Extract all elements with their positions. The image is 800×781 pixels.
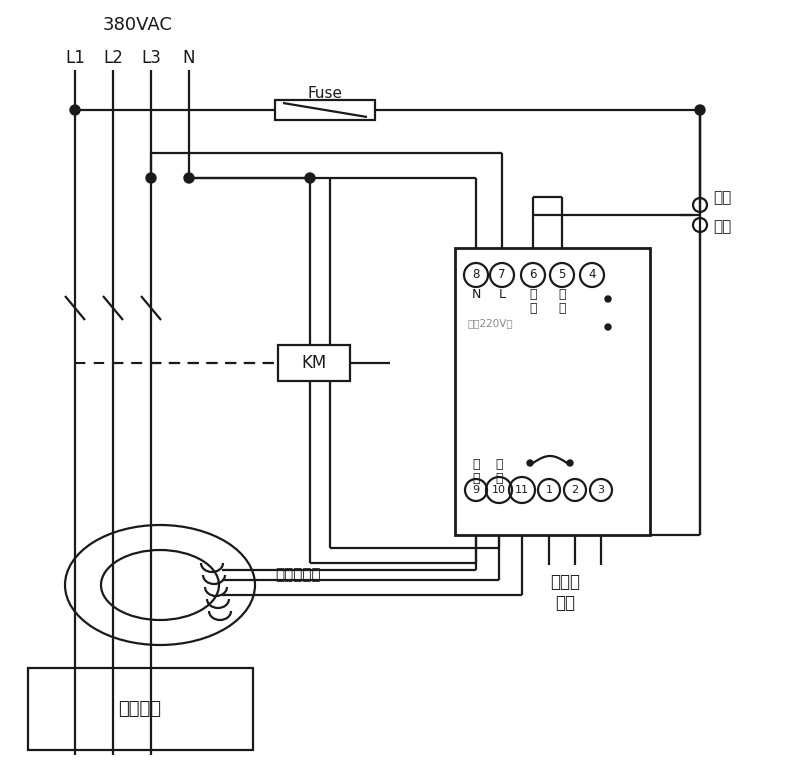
Text: 信: 信 bbox=[472, 458, 480, 472]
Circle shape bbox=[527, 460, 533, 466]
Text: Fuse: Fuse bbox=[307, 87, 342, 102]
Text: 報警: 報警 bbox=[555, 594, 575, 612]
Circle shape bbox=[70, 105, 80, 115]
Text: 信: 信 bbox=[495, 458, 502, 472]
Text: 7: 7 bbox=[498, 269, 506, 281]
Text: L3: L3 bbox=[141, 49, 161, 67]
Text: 380VAC: 380VAC bbox=[103, 16, 173, 34]
Text: 驗: 驗 bbox=[530, 301, 537, 315]
Circle shape bbox=[567, 460, 573, 466]
Text: L2: L2 bbox=[103, 49, 123, 67]
Text: 1: 1 bbox=[546, 485, 553, 495]
Bar bbox=[455, 248, 650, 535]
Text: N: N bbox=[182, 49, 195, 67]
Text: 5: 5 bbox=[558, 269, 566, 281]
Text: 接聲光: 接聲光 bbox=[550, 573, 580, 591]
Text: 試: 試 bbox=[530, 288, 537, 301]
Circle shape bbox=[184, 173, 194, 183]
Text: N: N bbox=[471, 288, 481, 301]
Circle shape bbox=[605, 296, 611, 302]
Text: 10: 10 bbox=[492, 485, 506, 495]
Text: 8: 8 bbox=[472, 269, 480, 281]
Text: 自鎖: 自鎖 bbox=[713, 191, 731, 205]
Circle shape bbox=[305, 173, 315, 183]
Circle shape bbox=[146, 173, 156, 183]
Text: 4: 4 bbox=[588, 269, 596, 281]
Text: 開關: 開關 bbox=[713, 219, 731, 234]
Text: 2: 2 bbox=[571, 485, 578, 495]
Text: KM: KM bbox=[302, 354, 326, 372]
Circle shape bbox=[605, 324, 611, 330]
Text: L: L bbox=[498, 288, 506, 301]
Text: 試: 試 bbox=[558, 288, 566, 301]
Text: 零序互感器: 零序互感器 bbox=[275, 568, 321, 583]
Bar bbox=[275, 100, 375, 120]
Text: 驗: 驗 bbox=[558, 301, 566, 315]
Text: 11: 11 bbox=[515, 485, 529, 495]
Bar bbox=[278, 345, 350, 381]
Text: 6: 6 bbox=[530, 269, 537, 281]
Text: 號: 號 bbox=[495, 472, 502, 484]
Text: 號: 號 bbox=[472, 472, 480, 484]
Text: 電源220V～: 電源220V～ bbox=[468, 318, 514, 328]
Text: 9: 9 bbox=[473, 485, 479, 495]
Bar bbox=[28, 668, 253, 750]
Text: L1: L1 bbox=[65, 49, 85, 67]
Text: 用戶設備: 用戶設備 bbox=[118, 700, 162, 718]
Circle shape bbox=[695, 105, 705, 115]
Text: 3: 3 bbox=[598, 485, 605, 495]
